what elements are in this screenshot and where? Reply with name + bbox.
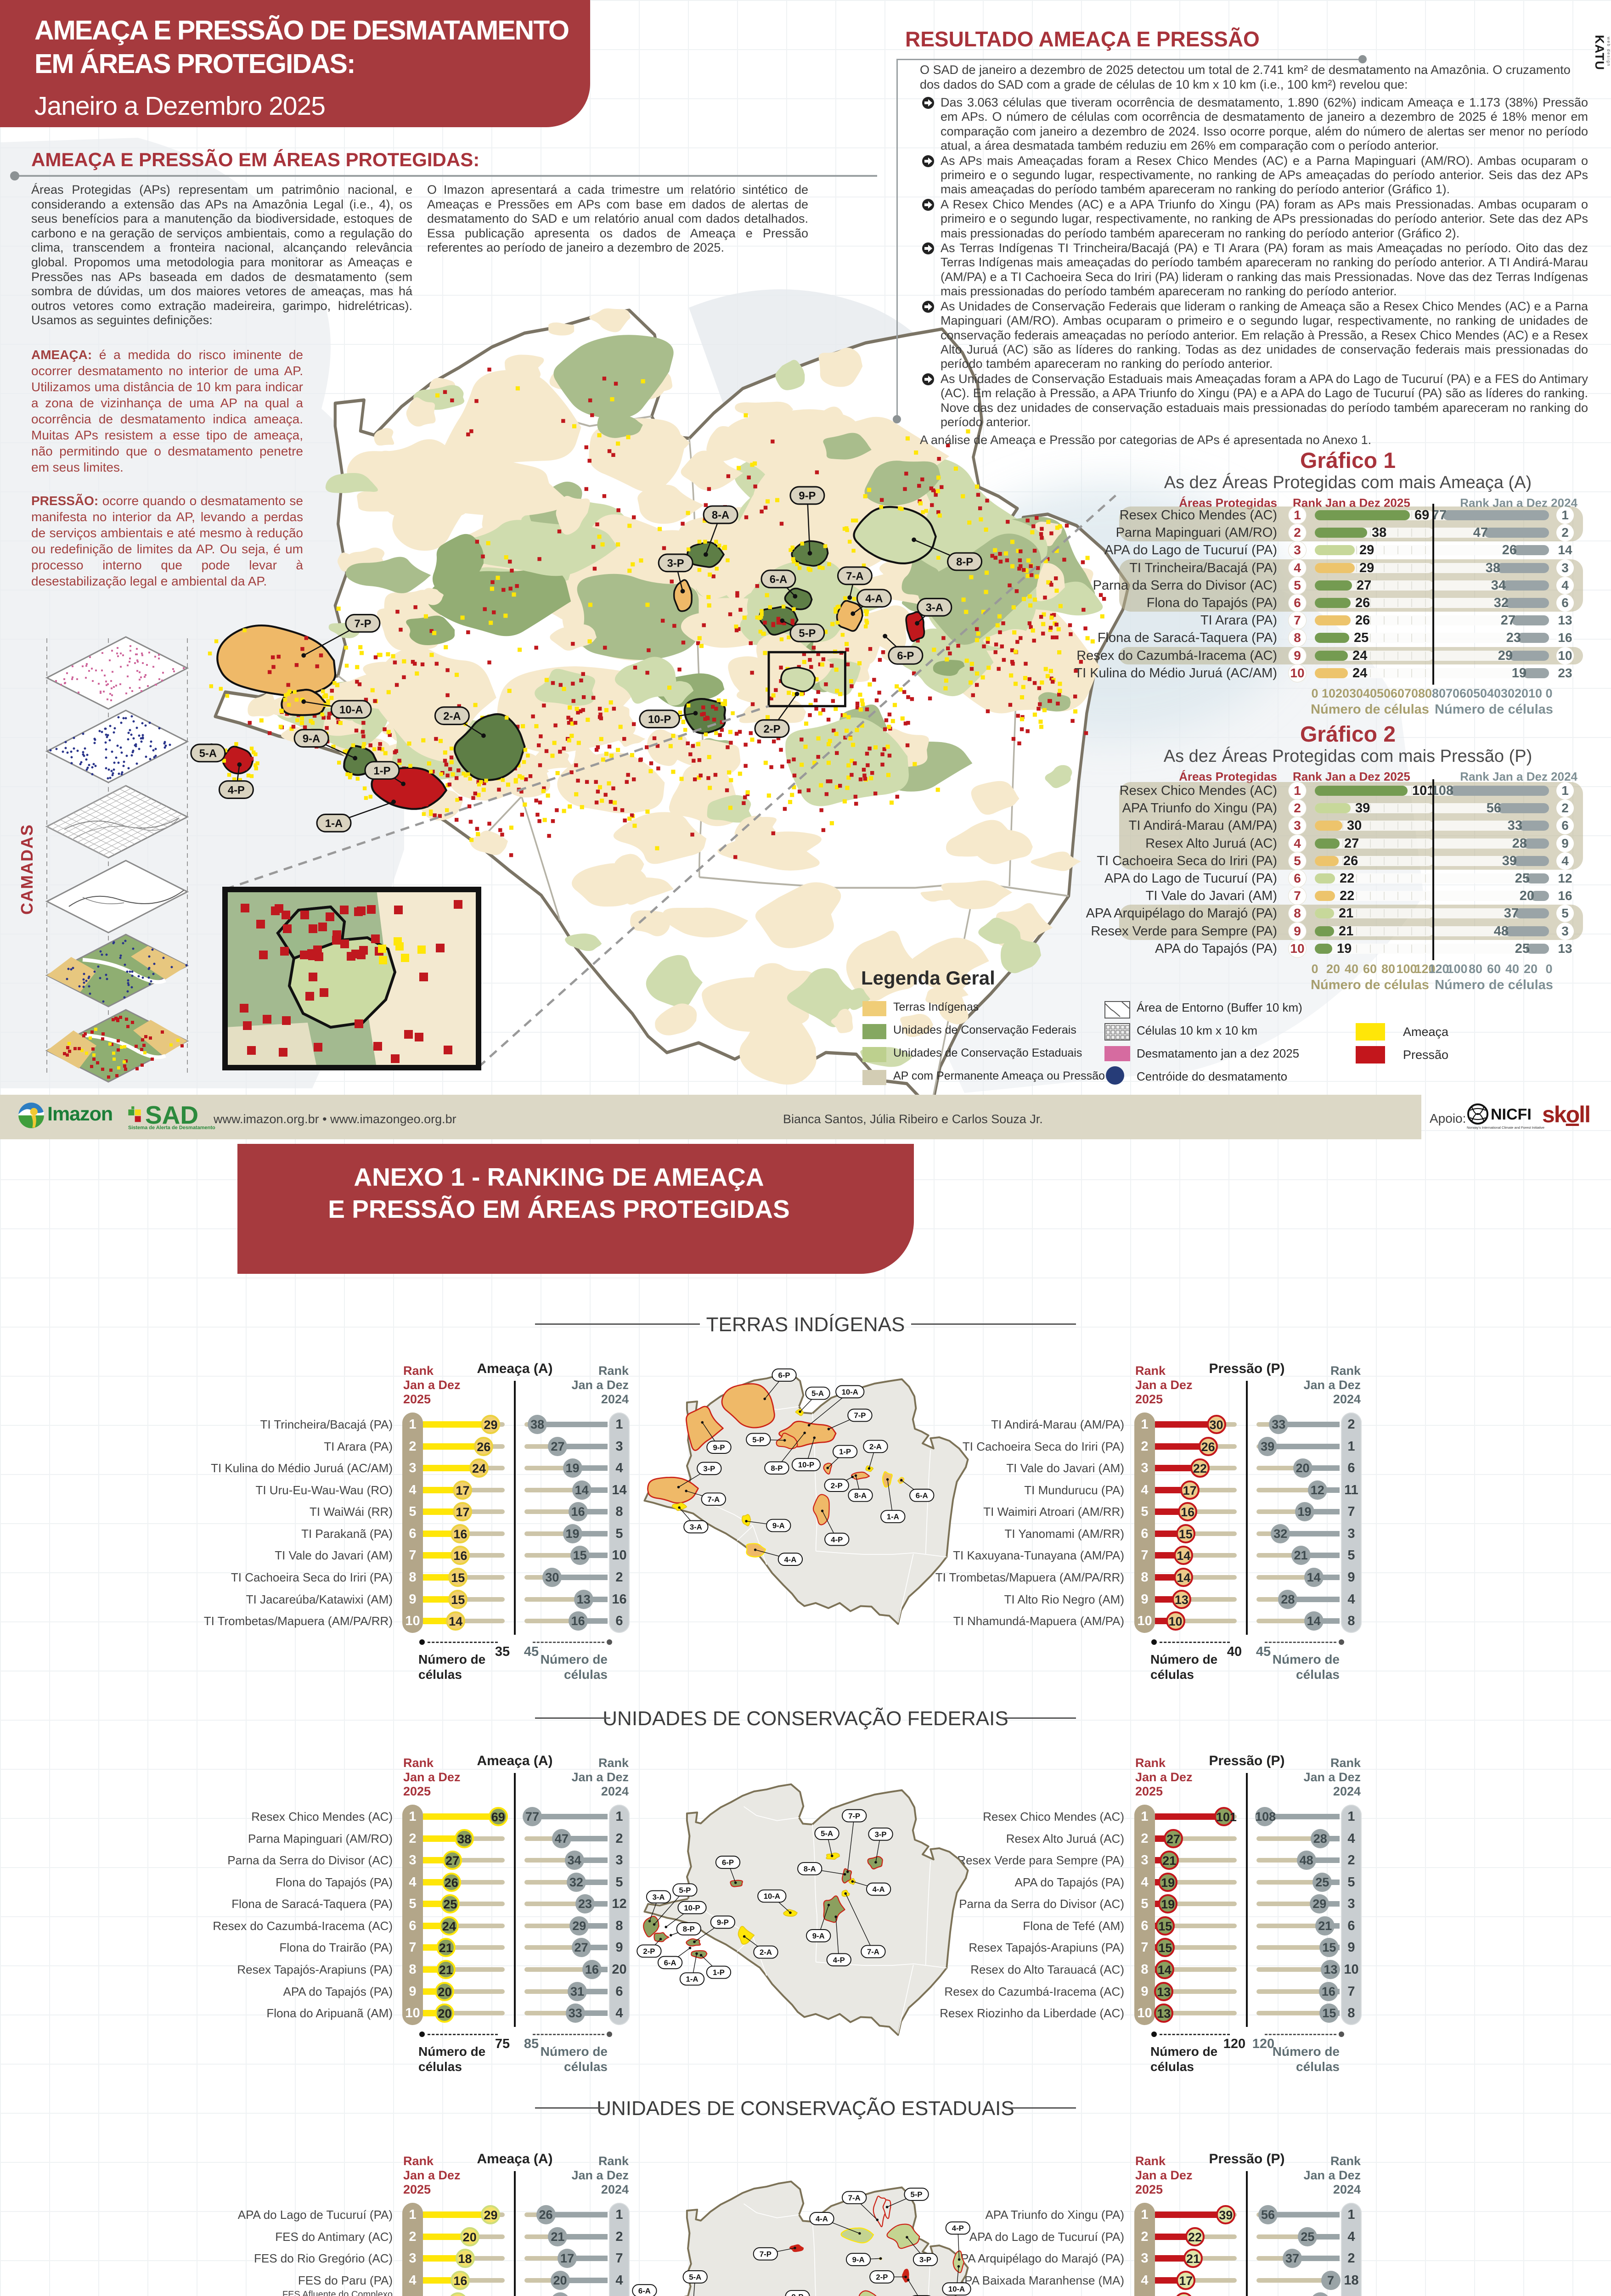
svg-text:4-A: 4-A [865,592,883,605]
svg-text:8-P: 8-P [771,1464,783,1473]
svg-text:7-P: 7-P [760,2250,772,2258]
svg-text:9-P: 9-P [792,2292,804,2296]
svg-text:6-A: 6-A [770,573,787,585]
svg-text:1-A: 1-A [887,1513,899,1521]
svg-text:5-A: 5-A [689,2273,701,2282]
svg-text:7-A: 7-A [707,1495,720,1504]
svg-text:9-A: 9-A [772,1521,785,1530]
svg-text:7-A: 7-A [848,2194,861,2202]
svg-text:3-A: 3-A [690,1523,702,1531]
svg-text:10-P: 10-P [798,1461,814,1469]
svg-text:8-P: 8-P [956,556,973,568]
svg-text:2-P: 2-P [831,1481,843,1490]
svg-text:5-A: 5-A [821,1829,833,1838]
svg-text:2-A: 2-A [760,1948,772,1957]
svg-text:4-P: 4-P [228,784,245,796]
svg-text:6-A: 6-A [638,2287,651,2296]
svg-text:8-P: 8-P [683,1925,695,1934]
svg-text:6-P: 6-P [722,1858,734,1867]
svg-text:10-A: 10-A [339,703,363,716]
svg-text:2-A: 2-A [443,710,461,722]
svg-text:9-P: 9-P [713,1443,725,1452]
svg-text:10-P: 10-P [684,1903,700,1912]
svg-text:10-A: 10-A [842,1388,858,1396]
svg-text:9-A: 9-A [852,2256,865,2264]
svg-text:3-P: 3-P [667,557,684,569]
svg-text:6-A: 6-A [916,1491,928,1500]
svg-text:7-A: 7-A [846,570,863,582]
svg-text:9-A: 9-A [303,732,320,745]
svg-text:1-A: 1-A [686,1975,698,1984]
svg-text:4-A: 4-A [816,2215,828,2223]
svg-text:9-P: 9-P [799,490,816,502]
svg-text:1-P: 1-P [713,1968,725,1977]
svg-text:3-A: 3-A [926,602,943,614]
svg-text:5-P: 5-P [799,627,816,640]
svg-text:3-A: 3-A [653,1893,665,1902]
svg-text:9-A: 9-A [812,1932,825,1941]
svg-text:3-P: 3-P [703,1464,715,1473]
svg-text:7-A: 7-A [867,1947,879,1956]
svg-text:5-A: 5-A [811,1389,824,1398]
svg-text:4-A: 4-A [873,1885,885,1894]
svg-text:5-P: 5-P [679,1886,691,1895]
svg-text:5-P: 5-P [752,1435,764,1444]
svg-text:1-P: 1-P [839,1447,851,1456]
svg-text:10-A: 10-A [948,2285,965,2294]
svg-text:4-A: 4-A [784,1555,796,1564]
svg-text:Norway's International Climate: Norway's International Climate and Fores… [1467,1125,1544,1130]
svg-text:10-P: 10-P [648,713,671,726]
svg-text:2-P: 2-P [876,2273,888,2282]
svg-text:2-P: 2-P [763,723,780,735]
svg-text:1-A: 1-A [325,817,343,830]
svg-text:10-A: 10-A [764,1892,780,1901]
svg-text:5-P: 5-P [911,2190,923,2199]
svg-text:2-P: 2-P [643,1947,655,1956]
svg-text:8-A: 8-A [712,509,729,522]
svg-text:1-P: 1-P [373,765,390,777]
svg-text:4-P: 4-P [952,2224,964,2233]
svg-text:5-A: 5-A [199,748,217,760]
svg-text:7-P: 7-P [354,618,371,630]
svg-text:6-P: 6-P [897,650,914,662]
svg-text:7-P: 7-P [848,1812,860,1820]
svg-text:4-P: 4-P [831,1535,843,1544]
svg-text:8-A: 8-A [804,1865,816,1874]
svg-text:7-P: 7-P [854,1411,866,1420]
svg-text:4-P: 4-P [833,1956,845,1964]
svg-text:6-P: 6-P [778,1371,790,1380]
svg-text:NICFI: NICFI [1491,1106,1532,1123]
svg-text:3-P: 3-P [919,2256,931,2264]
svg-text:6-A: 6-A [664,1958,676,1967]
svg-text:2-A: 2-A [869,1442,882,1451]
svg-text:3-P: 3-P [875,1830,887,1839]
svg-text:9-P: 9-P [717,1918,729,1927]
svg-text:8-A: 8-A [854,1491,867,1500]
